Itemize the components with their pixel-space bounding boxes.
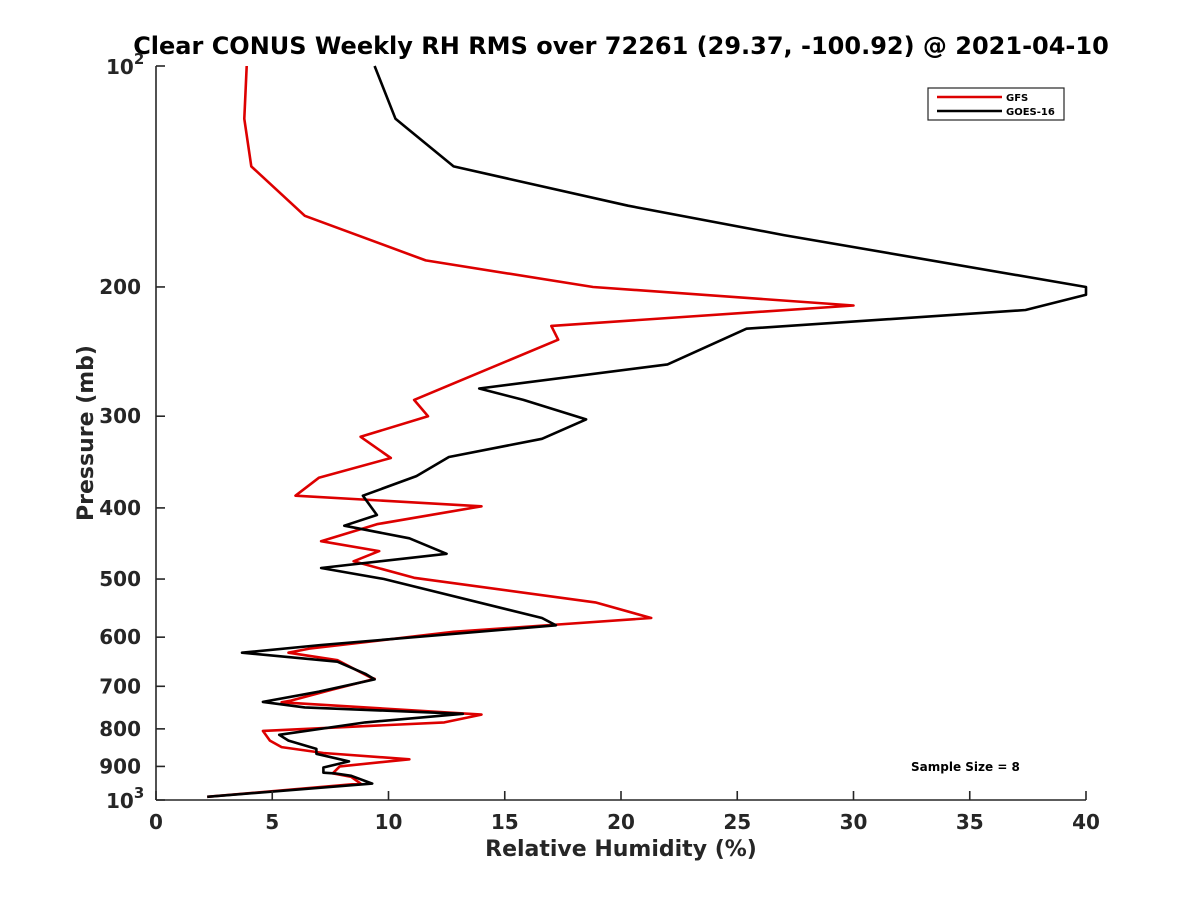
y-tick-label: 200: [99, 275, 141, 299]
x-tick-label: 30: [840, 810, 868, 834]
x-tick-label: 40: [1072, 810, 1100, 834]
series-layer: [207, 65, 1088, 799]
y-tick-base: 10: [106, 55, 134, 79]
x-axis-ticks: 0 5 10 15 20 25 30 35 40: [149, 791, 1100, 834]
x-axis-label: Relative Humidity (%): [485, 837, 757, 862]
x-tick-label: 35: [956, 810, 984, 834]
legend: GFS GOES-16: [927, 87, 1065, 121]
x-tick-label: 15: [491, 810, 519, 834]
y-tick-label: 600: [99, 625, 141, 649]
y-tick-label: 900: [99, 754, 141, 778]
y-axis-label: Pressure (mb): [74, 345, 99, 521]
y-tick-label: 103: [106, 784, 144, 813]
y-tick-base: 10: [106, 789, 134, 813]
goes16-line: [207, 65, 1088, 799]
y-tick-exponent: 3: [134, 784, 144, 802]
sample-size-note: Sample Size = 8: [911, 760, 1020, 774]
x-tick-label: 20: [607, 810, 635, 834]
x-tick-label: 5: [265, 810, 279, 834]
legend-box: [927, 87, 1065, 121]
y-tick-label: 102: [106, 50, 144, 79]
y-tick-exponent: 2: [134, 50, 144, 68]
y-tick-label: 800: [99, 717, 141, 741]
chart-title: Clear CONUS Weekly RH RMS over 72261 (29…: [133, 32, 1109, 60]
gfs-line: [207, 65, 855, 799]
x-tick-label: 10: [375, 810, 403, 834]
x-tick-label: 0: [149, 810, 163, 834]
y-tick-label: 500: [99, 567, 141, 591]
legend-label-goes16: GOES-16: [1006, 107, 1055, 118]
legend-label-gfs: GFS: [1006, 93, 1028, 104]
y-tick-label: 300: [99, 404, 141, 428]
y-tick-label: 700: [99, 674, 141, 698]
y-tick-label: 400: [99, 496, 141, 520]
x-tick-label: 25: [723, 810, 751, 834]
